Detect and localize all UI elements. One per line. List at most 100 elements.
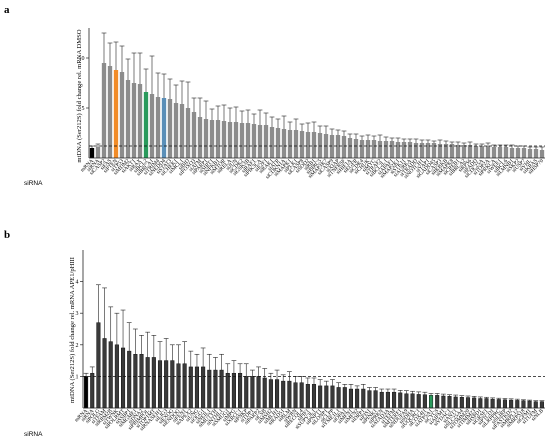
- bar-mRNA: [89, 148, 95, 158]
- bar-siRELA: [227, 122, 233, 158]
- bar-siXRCC1: [238, 372, 243, 409]
- bar-siCASP3: [437, 144, 443, 158]
- bar-siTP53: [119, 72, 125, 158]
- bar-siYME1L1: [336, 387, 341, 409]
- bar-siPIF1: [305, 384, 310, 409]
- y-tick-label: 3: [76, 311, 79, 317]
- bar-siCDK4: [359, 140, 365, 158]
- bar-siDRP1: [361, 388, 366, 409]
- bar-siCDKN1A: [281, 129, 287, 158]
- bar-siSDHA: [410, 393, 415, 409]
- bar-siPNKP: [244, 376, 249, 409]
- bar-siFEN1: [182, 363, 187, 409]
- bar-siGSK3B: [245, 123, 251, 158]
- bar-siAKT1: [131, 83, 137, 158]
- bar-siMRPS18: [521, 400, 526, 409]
- bar-siMDM2: [125, 80, 131, 158]
- bar-siFASTKD2: [509, 399, 514, 409]
- bar-siTEFM: [392, 391, 397, 409]
- bar-siNOTCH1: [419, 143, 425, 158]
- bar-siPOLRMT: [121, 347, 126, 409]
- bar-siMYC: [371, 140, 377, 158]
- bar-siTRADD: [413, 143, 419, 158]
- bar-siAPEX2: [188, 366, 193, 409]
- y-tick-label: 10: [79, 56, 85, 62]
- y-tick-label: 5: [82, 106, 85, 112]
- bar-siPRIMPOL: [145, 357, 150, 409]
- bar-siPLK1: [293, 130, 299, 158]
- bar-siMCL1: [179, 104, 185, 158]
- bar-siWRN: [293, 382, 298, 409]
- bar-siRRM2B: [108, 341, 113, 409]
- bar-siCDK2: [239, 123, 245, 158]
- bar-siSMUG1: [225, 372, 230, 409]
- bar-siTOP2A: [485, 146, 491, 158]
- bar-siCASP8: [299, 131, 305, 158]
- panel-b-plot: 1234mRNAsiRNAsiPOLGsiTFAMsiRRM2BsiTWNKsi…: [74, 250, 545, 432]
- bar-siTFAM: [102, 338, 107, 409]
- bar-siTRIM4: [155, 97, 161, 158]
- bar-siRAD51: [281, 380, 286, 409]
- bar-siRAF1: [251, 124, 257, 158]
- bar-siSOD2: [305, 132, 311, 158]
- bar-siIKBKB: [443, 144, 449, 158]
- bar-siKRAS: [533, 149, 539, 158]
- bar-siSIRT1: [209, 120, 215, 158]
- bar-siJUN: [233, 122, 239, 158]
- bar-siRPS6: [467, 145, 473, 158]
- bar-siCYCS: [435, 395, 440, 409]
- bar-siHSPD1: [478, 398, 483, 409]
- bar-siTNFRSF: [341, 136, 347, 158]
- bar-siPARP2: [256, 376, 261, 409]
- bar-siBAX: [137, 84, 143, 158]
- bar-siBCL2: [143, 92, 149, 158]
- bar-siTRAF2: [377, 141, 383, 158]
- bar-mRNA: [84, 376, 89, 409]
- bar-siNTHL1: [219, 369, 224, 409]
- bar-siBLM: [287, 380, 292, 409]
- bar-siSKP2: [515, 148, 521, 158]
- bar-siHIF1A: [347, 138, 353, 158]
- bar-siUNG: [194, 366, 199, 409]
- bar-siGFM1: [527, 400, 532, 409]
- bar-siWEE1: [497, 147, 503, 158]
- bar-siCLPP: [330, 385, 335, 409]
- bar-siTOMM20: [465, 397, 471, 409]
- y-tick-label: 1: [76, 374, 79, 380]
- bar-siMAP2K1: [395, 142, 401, 158]
- bar-siMTOR: [221, 121, 227, 158]
- panel-a-letter: a: [4, 4, 10, 16]
- bar-siRECQL4: [299, 382, 304, 409]
- bar-siMFN1: [348, 388, 353, 409]
- bar-siBID: [185, 108, 191, 158]
- bar-siNFKB1: [215, 120, 221, 158]
- bar-siSLIRP: [502, 399, 507, 409]
- bar-siCDC25A: [479, 146, 485, 158]
- bar-siMSH2: [268, 379, 273, 409]
- panel-b-siRNA-label: siRNA: [24, 431, 43, 438]
- bar-siNLB: [539, 401, 544, 409]
- bar-siNDUFA9: [404, 393, 409, 409]
- bar-siMAPK1: [287, 130, 293, 158]
- bar-siCASP2: [101, 63, 107, 158]
- bar-siVHL: [527, 149, 533, 158]
- bar-siNEIL1: [207, 369, 212, 409]
- bar-siOPA1: [342, 387, 347, 409]
- bar-siFAS: [107, 66, 113, 158]
- bar-siPRKN: [379, 391, 384, 409]
- bar-siAURKA: [407, 142, 413, 158]
- bar-siATAD3A: [385, 391, 390, 409]
- bar-siPTCD1: [490, 398, 495, 409]
- bar-siENDOG: [176, 363, 181, 409]
- bar-siCREB1: [455, 145, 461, 158]
- bar-siTDP1: [250, 376, 255, 409]
- bar-siATM: [197, 117, 203, 158]
- bar-siMGME1: [133, 354, 138, 409]
- bar-siNEDD4: [161, 98, 167, 158]
- panel-a-siRNA-label: siRNA: [24, 180, 43, 187]
- bar-siPINK1: [373, 390, 378, 409]
- bar-siMUTYH: [213, 369, 218, 409]
- bar-siMRPL12: [515, 400, 520, 409]
- bar-siXIAP: [335, 135, 341, 158]
- panel-a-plot: 510mRNAsiRNAsiCASP2siFASsiPTENsiTP53siMD…: [79, 28, 545, 180]
